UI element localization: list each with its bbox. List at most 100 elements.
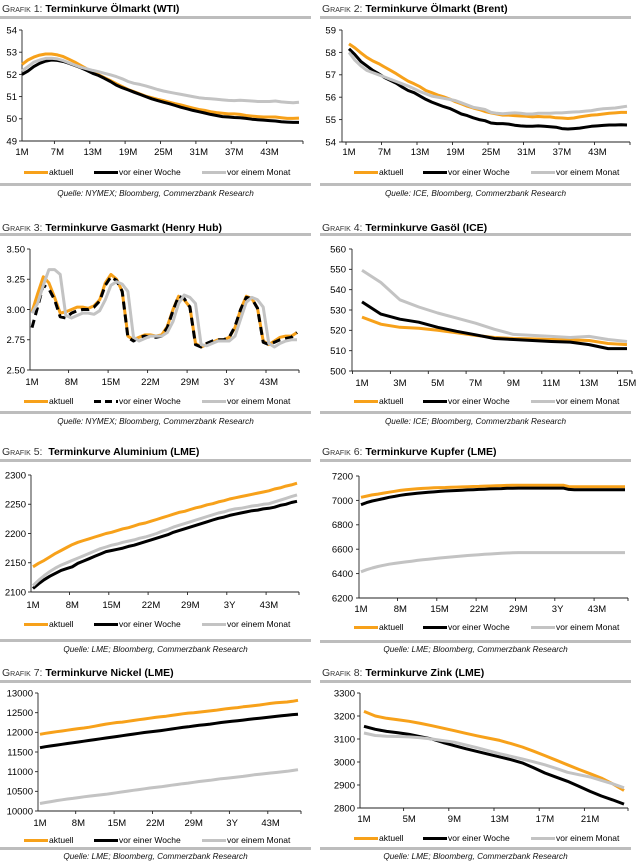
chart-legend: aktuell vor einer Woche vor einem Monat	[320, 833, 639, 843]
legend-item-vor-einer-woche: vor einer Woche	[423, 622, 510, 632]
legend-item-vor-einem-monat: vor einem Monat	[531, 833, 619, 843]
x-tick-label: 1M	[33, 818, 46, 829]
series-line-vor-einer-woche	[32, 499, 298, 590]
legend-label: vor einer Woche	[448, 396, 510, 406]
x-tick-label: 31M	[517, 147, 536, 158]
y-tick-label: 57	[325, 70, 336, 81]
x-tick-label: 29M	[181, 600, 200, 611]
legend-swatch	[202, 838, 226, 842]
series-line-vor-einem-monat	[31, 493, 298, 587]
x-tick-label: 22M	[470, 604, 489, 615]
chart-number: Grafik 8:	[322, 667, 363, 679]
legend-label: vor einer Woche	[119, 619, 181, 629]
title-divider	[0, 680, 311, 683]
x-tick-label: 15M	[618, 378, 637, 389]
legend-swatch	[202, 622, 226, 626]
footer-divider	[320, 411, 631, 414]
x-tick-label: 29M	[184, 818, 203, 829]
legend-label: vor einer Woche	[119, 835, 181, 845]
y-tick-label: 55	[325, 115, 336, 126]
chart-number: Grafik 2:	[322, 3, 363, 15]
chart-number: Grafik 4:	[322, 222, 363, 234]
x-tick-label: 13M	[580, 378, 599, 389]
legend-swatch	[531, 399, 555, 403]
legend-swatch	[354, 399, 378, 403]
y-tick-label: 11000	[7, 767, 33, 778]
chart-plot: 560 550 540 530 520 510 500 1M 3M 5M 7M 9M 11M 13M 15M	[330, 244, 637, 389]
chart-source: Quelle: NYMEX; Bloomberg, Commerzbank Re…	[57, 189, 254, 198]
series-line-aktuell	[363, 710, 625, 792]
legend-swatch	[423, 170, 447, 174]
legend-item-vor-einer-woche: vor einer Woche	[94, 835, 181, 845]
x-tick-label: 22M	[142, 600, 161, 611]
legend-item-vor-einer-woche: vor einer Woche	[94, 619, 181, 629]
legend-item-vor-einer-woche: vor einer Woche	[423, 833, 510, 843]
chart-panel-zink: 3300 3200 3100 3000 2900 2800 1M 5M 9M 13M 17M 21M …	[320, 663, 639, 861]
x-tick-label: 43M	[260, 147, 279, 158]
chart-title-text: Terminkurve Ölmarkt (WTI)	[45, 3, 180, 15]
legend-swatch	[94, 399, 118, 403]
y-tick-label: 12500	[7, 708, 33, 719]
title-divider	[320, 16, 631, 19]
legend-label: aktuell	[49, 396, 74, 406]
x-tick-label: 11M	[542, 378, 560, 389]
x-tick-label: 1M	[355, 378, 368, 389]
x-tick-label: 43M	[588, 147, 607, 158]
x-tick-label: 19M	[119, 147, 138, 158]
chart-title: Grafik 3: Terminkurve Gasmarkt (Henry Hu…	[2, 222, 222, 234]
x-tick-label: 37M	[553, 147, 572, 158]
legend-swatch	[423, 625, 447, 629]
legend-label: aktuell	[379, 833, 404, 843]
x-tick-label: 3Y	[226, 818, 238, 829]
title-divider	[320, 459, 631, 462]
x-tick-label: 43M	[261, 818, 280, 829]
legend-item-vor-einer-woche: vor einer Woche	[423, 396, 510, 406]
chart-title-text: Terminkurve Gasmarkt (Henry Hub)	[45, 222, 222, 234]
x-tick-label: 7M	[51, 147, 64, 158]
y-tick-label: 54	[6, 25, 17, 36]
legend-swatch	[94, 622, 118, 626]
y-tick-label: 49	[6, 136, 17, 147]
y-tick-label: 500	[330, 366, 346, 377]
y-tick-label: 53	[6, 48, 17, 59]
x-tick-label: 25M	[154, 147, 173, 158]
y-tick-label: 10000	[7, 806, 33, 817]
y-tick-label: 2150	[5, 558, 26, 569]
x-tick-label: 9M	[448, 814, 461, 825]
legend-label: vor einem Monat	[556, 396, 620, 406]
y-tick-label: 54	[325, 137, 336, 148]
chart-title-text: Terminkurve Kupfer (LME)	[365, 446, 497, 458]
x-tick-label: 29M	[181, 377, 200, 388]
y-tick-label: 6200	[332, 593, 353, 604]
y-tick-label: 2200	[5, 529, 26, 540]
chart-number: Grafik 1:	[2, 3, 43, 15]
x-tick-label: 8M	[65, 377, 78, 388]
x-tick-label: 9M	[507, 378, 520, 389]
legend-swatch	[94, 838, 118, 842]
y-tick-label: 11500	[7, 747, 33, 758]
y-tick-label: 13000	[7, 688, 33, 699]
legend-item-vor-einem-monat: vor einem Monat	[202, 835, 290, 845]
chart-title: Grafik 5: Terminkurve Aluminium (LME)	[2, 446, 199, 458]
series-line-aktuell	[21, 52, 300, 120]
footer-divider	[0, 639, 311, 642]
chart-panel-brent: 59 58 57 56 55 54 1M 7M 13M 19M 25M 31M 37M 43M Grafi…	[320, 0, 639, 214]
series-line-aktuell	[32, 481, 298, 569]
chart-source: Quelle: LME; Bloomberg, Commerzbank Rese…	[383, 852, 568, 861]
legend-item-vor-einer-woche: vor einer Woche	[94, 167, 181, 177]
legend-label: vor einer Woche	[448, 167, 510, 177]
chart-title-text: Terminkurve Gasöl (ICE)	[365, 222, 488, 234]
y-tick-label: 50	[6, 114, 17, 125]
x-tick-label: 29M	[509, 604, 528, 615]
legend-swatch	[24, 622, 48, 626]
legend-swatch	[531, 836, 555, 840]
legend-label: aktuell	[379, 396, 404, 406]
x-tick-label: 3Y	[552, 604, 564, 615]
x-tick-label: 7M	[469, 378, 482, 389]
x-tick-label: 43M	[588, 604, 607, 615]
x-tick-label: 22M	[141, 377, 160, 388]
legend-swatch	[202, 170, 226, 174]
